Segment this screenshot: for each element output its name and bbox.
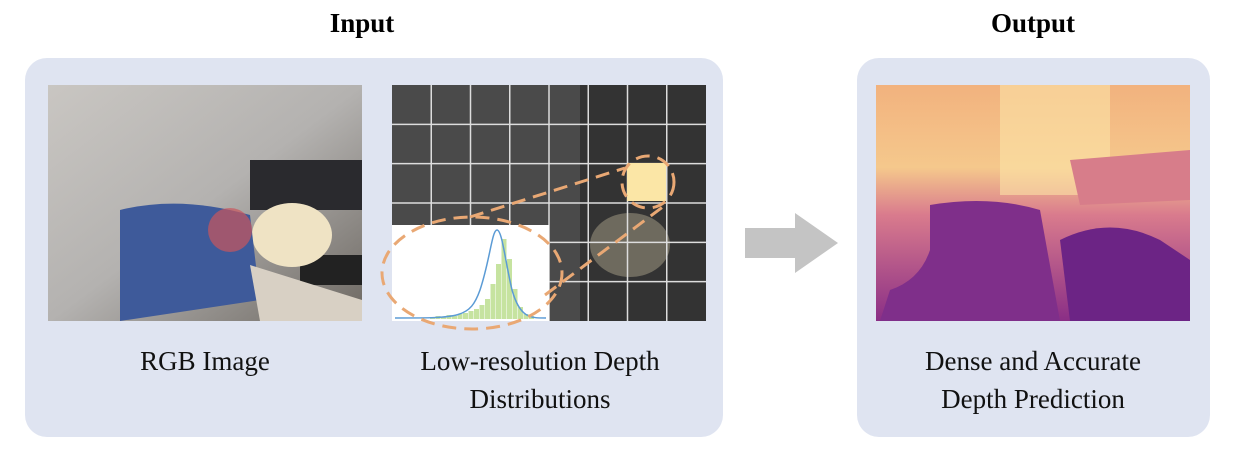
- depth-label-line: Low-resolution Depth: [420, 346, 660, 376]
- hist-bar: [485, 299, 490, 319]
- output-label-line: Dense and Accurate: [925, 346, 1141, 376]
- depth-prediction-image: [876, 85, 1190, 321]
- hist-bar: [441, 317, 446, 319]
- output-label-line: Depth Prediction: [941, 384, 1125, 414]
- rgb-label: RGB Image: [140, 346, 270, 376]
- hist-bar: [523, 314, 529, 319]
- callout: [380, 154, 676, 331]
- highlight-cell: [627, 163, 666, 201]
- hist-bar: [518, 307, 523, 319]
- hist-bar: [479, 305, 485, 319]
- hist-bar: [474, 309, 479, 319]
- hist-bar: [457, 314, 463, 319]
- hist-bar: [452, 316, 457, 319]
- hist-bar: [463, 313, 468, 319]
- hist-bar: [490, 284, 496, 319]
- rgb-image: [48, 85, 362, 321]
- depth-label-line: Distributions: [469, 384, 610, 414]
- hist-bar: [501, 239, 507, 319]
- hist-bar: [468, 311, 474, 319]
- histogram: [392, 225, 549, 321]
- arrow: [745, 213, 838, 273]
- hist-bar: [507, 259, 512, 319]
- hist-bar: [512, 289, 518, 319]
- hist-bar: [496, 264, 501, 319]
- input-title: Input: [330, 8, 395, 38]
- output-title: Output: [991, 8, 1075, 38]
